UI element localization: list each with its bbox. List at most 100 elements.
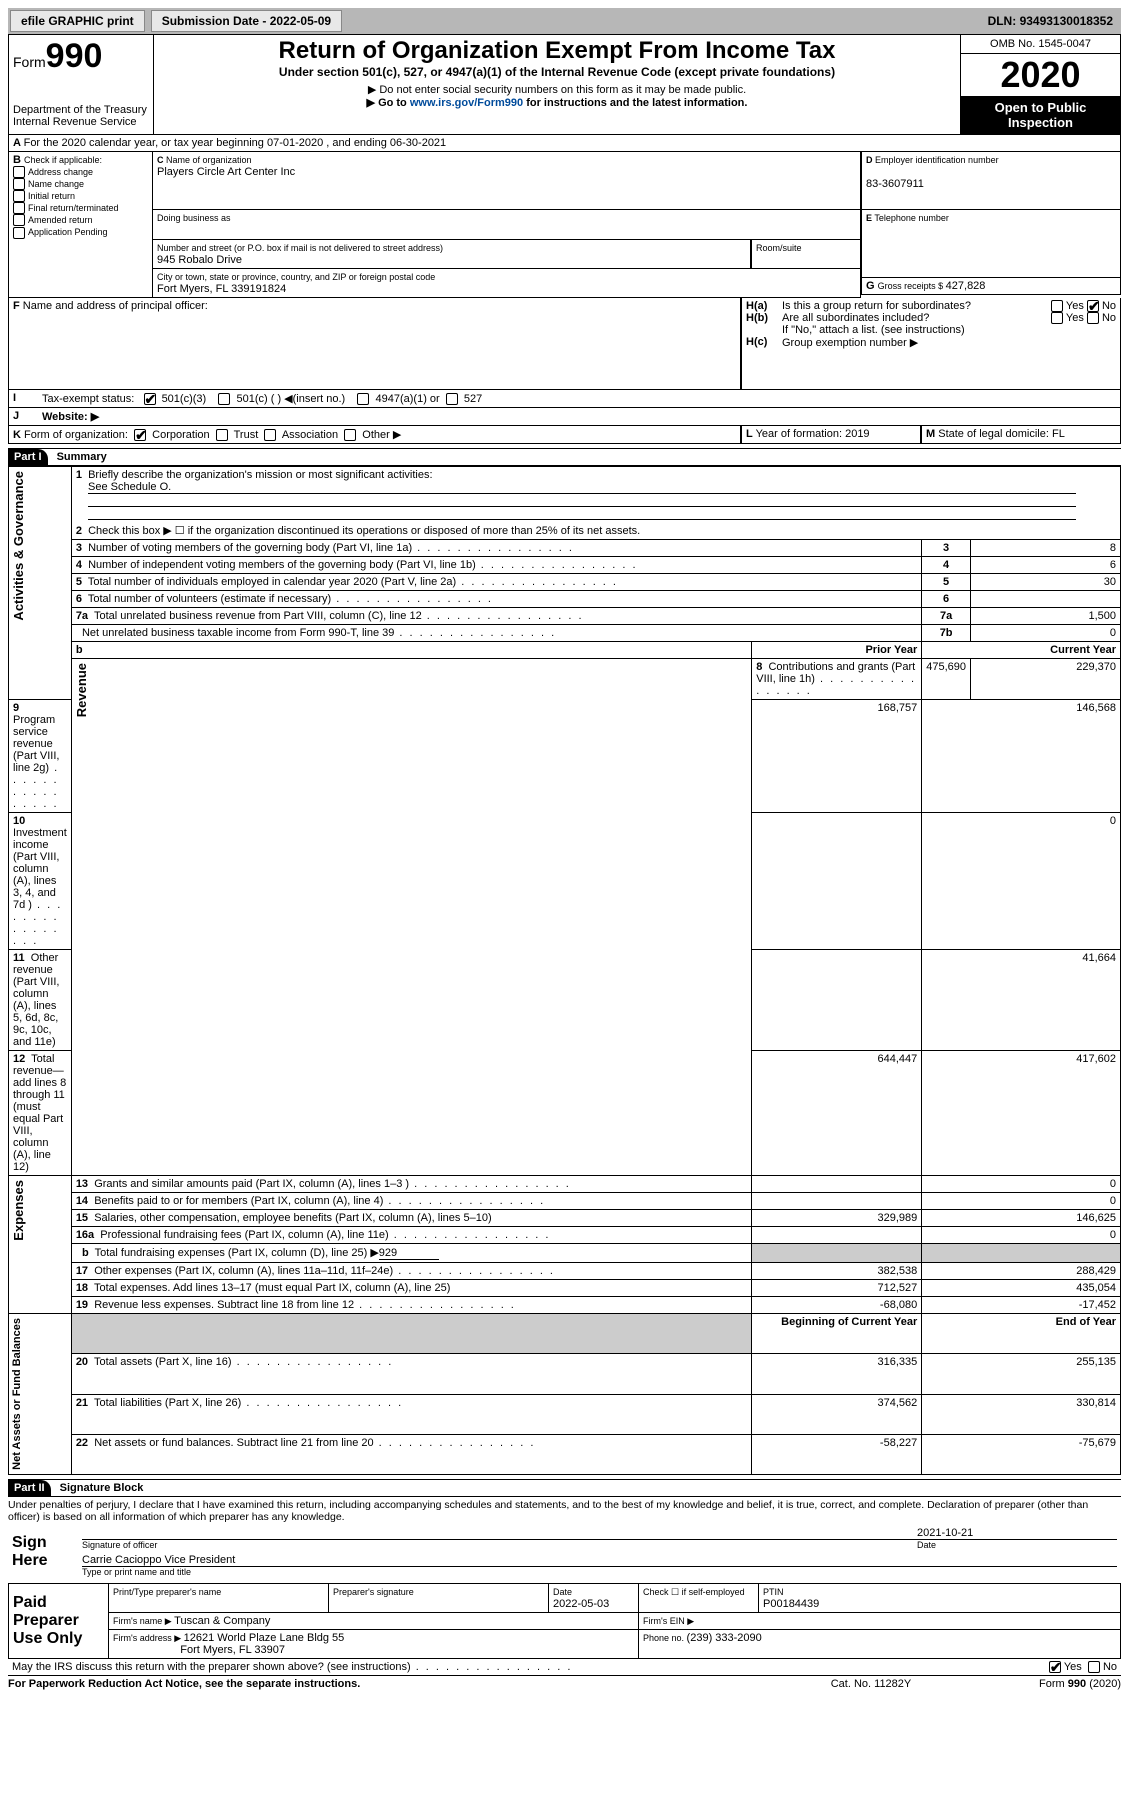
room-label: Room/suite [756,243,802,253]
initial-return-checkbox[interactable] [13,190,25,202]
prep-date: 2022-05-03 [553,1598,609,1610]
opt-4947: 4947(a)(1) or [376,393,440,405]
hb-yes-checkbox[interactable] [1051,312,1063,324]
top-bar: efile GRAPHIC print Submission Date - 20… [8,8,1121,34]
addr-change-checkbox[interactable] [13,166,25,178]
table-row: 16a Professional fundraising fees (Part … [9,1227,1121,1244]
gross-label: Gross receipts $ [878,281,946,291]
sign-here-label: Sign Here [8,1525,78,1579]
hb-text: Are all subordinates included? [782,312,1051,324]
prep-sig-label: Preparer's signature [333,1587,414,1597]
table-row: 15 Salaries, other compensation, employe… [9,1210,1121,1227]
discuss-line: May the IRS discuss this return with the… [8,1659,1121,1676]
table-row: 19 Revenue less expenses. Subtract line … [9,1297,1121,1314]
other-checkbox[interactable] [344,429,356,441]
table-row: 6 Total number of volunteers (estimate i… [9,591,1121,608]
trust-checkbox[interactable] [216,429,228,441]
dln-value: 93493130018352 [1020,14,1113,28]
prep-date-label: Date [553,1587,572,1597]
assoc-checkbox[interactable] [264,429,276,441]
perjury-text: Under penalties of perjury, I declare th… [8,1497,1121,1525]
501c-checkbox[interactable] [218,393,230,405]
table-row: 5 Total number of individuals employed i… [9,574,1121,591]
line1-label: Briefly describe the organization's miss… [88,469,432,481]
paid-preparer-label: Paid Preparer Use Only [9,1584,109,1659]
corp-checkbox[interactable] [134,429,146,441]
tax-exempt-status: Tax-exempt status: 501(c)(3) 501(c) ( ) … [38,390,1121,408]
footer-left: For Paperwork Reduction Act Notice, see … [8,1678,360,1690]
footer: For Paperwork Reduction Act Notice, see … [8,1676,1121,1690]
form-of-org: K Form of organization: Corporation Trus… [8,426,741,444]
ein-label: Employer identification number [875,155,999,165]
ha-no-checkbox[interactable] [1087,300,1099,312]
col-eoy: End of Year [1056,1316,1116,1328]
ptin-label: PTIN [763,1587,784,1597]
opt-addr-change: Address change [28,167,93,177]
omb-number: OMB No. 1545-0047 [961,35,1120,54]
ha-yes-checkbox[interactable] [1051,300,1063,312]
type-print-label: Type or print name and title [82,1567,1117,1577]
firm-phone: (239) 333-2090 [687,1632,762,1644]
year-formation: L Year of formation: 2019 [741,426,921,444]
table-row: 18 Total expenses. Add lines 13–17 (must… [9,1280,1121,1297]
section-rev-label: Revenue [72,659,91,721]
self-emp-label: Check ☐ if self-employed [643,1587,745,1597]
col-current: Current Year [1050,644,1116,656]
501c3-checkbox[interactable] [144,393,156,405]
4947-checkbox[interactable] [357,393,369,405]
opt-501c3: 501(c)(3) [162,393,207,405]
opt-corp: Corporation [152,429,209,441]
name-change-checkbox[interactable] [13,178,25,190]
app-pending-checkbox[interactable] [13,227,25,239]
table-row: 3 Number of voting members of the govern… [9,540,1121,557]
website-line: Website: ▶ [38,408,1121,426]
firm-phone-label: Phone no. [643,1633,687,1643]
section-c: C Name of organization Players Circle Ar… [153,152,861,298]
firm-ein-label: Firm's EIN ▶ [643,1616,694,1626]
part-i-header: Part I Summary [8,448,1121,466]
discuss-no-checkbox[interactable] [1088,1661,1100,1673]
irs-link[interactable]: www.irs.gov/Form990 [410,97,523,109]
efile-print-button[interactable]: efile GRAPHIC print [10,10,145,32]
final-return-checkbox[interactable] [13,202,25,214]
sig-date-label: Date [917,1540,1117,1550]
fh-block: F Name and address of principal officer:… [8,298,1121,390]
irs-label: Internal Revenue Service [13,116,149,128]
paid-preparer-block: Paid Preparer Use Only Print/Type prepar… [8,1583,1121,1659]
opt-amended: Amended return [28,215,93,225]
org-city: Fort Myers, FL 339191824 [157,283,286,295]
b-label: Check if applicable: [24,155,102,165]
table-row: bPrior YearCurrent Year [9,642,1121,659]
sign-date: 2021-10-21 [917,1527,1117,1539]
col-prior: Prior Year [865,644,917,656]
firm-name: Tuscan & Company [174,1615,270,1627]
firm-addr1: 12621 World Plaze Lane Bldg 55 [184,1632,345,1644]
identity-block: B Check if applicable: Address change Na… [8,152,1121,298]
discuss-yes-checkbox[interactable] [1049,1661,1061,1673]
table-row: 14 Benefits paid to or for members (Part… [9,1193,1121,1210]
table-row: b Total fundraising expenses (Part IX, c… [9,1244,1121,1263]
note-ssn: ▶ Do not enter social security numbers o… [158,83,956,96]
k-label: Form of organization: [24,429,128,441]
527-checkbox[interactable] [446,393,458,405]
opt-final: Final return/terminated [28,203,119,213]
line2-text: Check this box ▶ ☐ if the organization d… [88,525,640,537]
table-row: Net unrelated business taxable income fr… [9,625,1121,642]
firm-addr-label: Firm's address ▶ [113,1633,184,1643]
opt-pending: Application Pending [28,227,108,237]
amended-checkbox[interactable] [13,214,25,226]
note-link: ▶ Go to www.irs.gov/Form990 for instruct… [158,96,956,109]
section-f: F Name and address of principal officer: [8,298,741,390]
footer-right: Form 990 (2020) [971,1678,1121,1690]
hb-no-checkbox[interactable] [1087,312,1099,324]
submission-date-button[interactable]: Submission Date - 2022-05-09 [151,10,342,32]
section-b: B Check if applicable: Address change Na… [8,152,153,298]
table-row: 21 Total liabilities (Part X, line 26)37… [9,1394,1121,1434]
sig-officer-label: Signature of officer [82,1540,917,1550]
table-row: 22 Net assets or fund balances. Subtract… [9,1434,1121,1474]
period-line: A For the 2020 calendar year, or tax yea… [8,135,1121,152]
i-label: Tax-exempt status: [42,393,134,405]
section-deg: D Employer identification number 83-3607… [861,152,1121,298]
part-i-title: Summary [51,451,107,463]
dln-label: DLN: [988,14,1020,28]
